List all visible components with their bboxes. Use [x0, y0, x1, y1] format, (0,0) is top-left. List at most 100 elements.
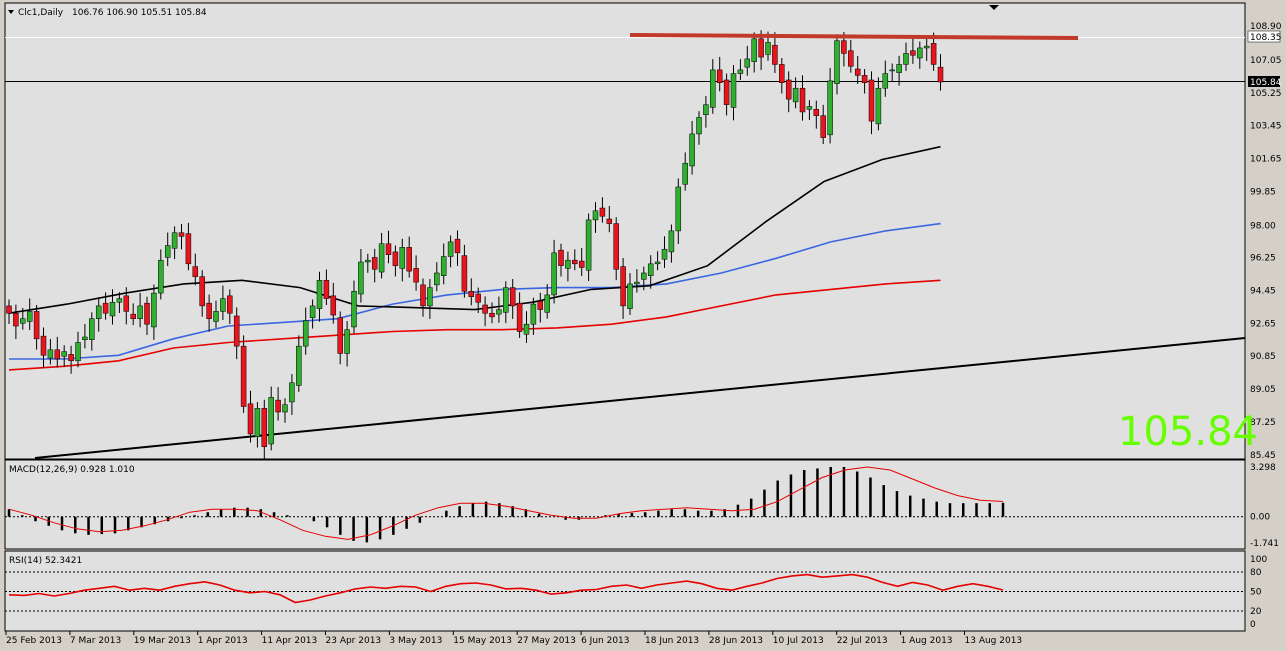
bull-candle	[627, 283, 633, 309]
bull-candle	[751, 38, 757, 62]
bear-candle	[54, 349, 61, 360]
time-axis-label: 28 Jun 2013	[709, 636, 763, 646]
header-dropdown-icon[interactable]	[8, 10, 14, 14]
time-axis-label: 10 Jul 2013	[773, 636, 824, 646]
rsi-axis-label: 20	[1250, 607, 1262, 617]
main-panel-bg	[4, 2, 1246, 460]
support-trendline-group	[34, 337, 1246, 459]
bull-candle	[792, 87, 799, 103]
bear-candle	[758, 38, 764, 58]
bear-candle	[620, 266, 626, 307]
bull-candle	[682, 162, 688, 185]
time-axis-label: 22 Jul 2013	[837, 636, 888, 646]
time-axis-label: 13 Aug 2013	[965, 636, 1023, 646]
bull-candle	[896, 64, 902, 73]
bull-candle	[903, 53, 909, 65]
bull-candle	[434, 272, 440, 286]
candles-group	[6, 30, 944, 460]
bear-candle	[910, 50, 916, 56]
bull-candle	[710, 69, 716, 108]
bull-candle	[447, 241, 454, 257]
time-axis-label: 25 Feb 2013	[6, 636, 62, 646]
bear-candle	[578, 260, 585, 268]
bull-candle	[82, 336, 88, 340]
bear-candle	[123, 295, 130, 312]
price-axis-label: 92.65	[1250, 319, 1276, 329]
bear-candle	[537, 301, 544, 310]
bull-candle	[737, 69, 744, 74]
bear-candle	[606, 218, 613, 224]
bull-candle	[365, 259, 371, 263]
bull-candle	[668, 230, 675, 253]
bear-candle	[392, 251, 399, 266]
price-axis-label: 101.65	[1250, 155, 1282, 165]
time-axis-label: 15 May 2013	[453, 636, 512, 646]
bear-candle	[371, 257, 378, 270]
bull-candle	[675, 186, 682, 232]
rsi-axis-label: 100	[1250, 555, 1267, 565]
bull-candle	[164, 245, 171, 258]
bull-candle	[378, 243, 385, 273]
bear-candle	[937, 66, 944, 83]
bull-candle	[882, 73, 889, 89]
bull-candle	[358, 261, 364, 295]
bear-candle	[261, 408, 268, 448]
bear-candle	[40, 335, 47, 356]
bull-candle	[565, 259, 571, 269]
rsi-label: RSI(14) 52.3421	[9, 556, 82, 566]
bull-candle	[268, 397, 274, 445]
bull-candle	[523, 323, 530, 335]
bull-candle	[585, 219, 592, 271]
bear-candle	[130, 313, 136, 319]
bear-candle	[454, 238, 461, 254]
bear-candle	[206, 302, 212, 319]
bull-candle	[654, 261, 661, 265]
rsi-axis-label: 80	[1250, 568, 1262, 578]
bull-candle	[302, 320, 309, 347]
symbol-label: Clc1,Daily	[18, 8, 64, 18]
bear-candle	[509, 287, 516, 307]
rsi-axis-label: 50	[1250, 588, 1262, 598]
macd-panel-bg	[4, 459, 1246, 550]
time-axis-label: 7 Mar 2013	[70, 636, 121, 646]
bull-candle	[496, 309, 502, 315]
shift-marker-icon[interactable]	[989, 5, 999, 10]
bull-candle	[220, 298, 226, 312]
bull-candle	[744, 58, 751, 68]
moving-averages-group	[8, 145, 941, 371]
price-axis-label: 98.00	[1250, 221, 1276, 231]
rsi-axis-label: 0	[1250, 620, 1256, 630]
bull-candle	[806, 106, 813, 110]
bear-candle	[785, 79, 792, 100]
time-axis-label: 1 Aug 2013	[901, 636, 953, 646]
bull-candle	[75, 342, 81, 362]
bull-candle	[309, 305, 316, 319]
bear-candle	[406, 247, 412, 272]
bull-candle	[151, 292, 157, 328]
bull-candle	[427, 287, 433, 307]
bull-candle	[661, 248, 668, 260]
bear-candle	[247, 403, 254, 435]
time-axis-label: 18 Jun 2013	[645, 636, 699, 646]
rsi-group: 100 80 50 20 0	[5, 555, 1267, 630]
ma-slow-line	[8, 279, 941, 371]
bear-candle	[820, 115, 826, 138]
bear-candle	[233, 315, 240, 347]
bear-candle	[868, 79, 875, 122]
bull-candle	[544, 294, 550, 313]
bull-candle	[696, 117, 702, 135]
macd-signal-line	[8, 466, 1004, 540]
bull-candle	[647, 263, 654, 276]
rsi-line	[8, 573, 1004, 604]
resistance-line-group	[629, 33, 1079, 40]
bull-candle	[530, 303, 537, 325]
macd-axis-label: 3.298	[1250, 463, 1276, 473]
bull-candle	[137, 305, 143, 319]
bull-candle	[703, 104, 709, 115]
ma-mid-line	[9, 222, 941, 360]
ohlc-label: 106.76 106.90 105.51 105.84	[72, 8, 207, 18]
bear-candle	[413, 268, 419, 283]
bull-candle	[254, 408, 261, 437]
price-axis-label: 99.85	[1250, 188, 1276, 198]
price-axis-label: 94.45	[1250, 286, 1276, 296]
